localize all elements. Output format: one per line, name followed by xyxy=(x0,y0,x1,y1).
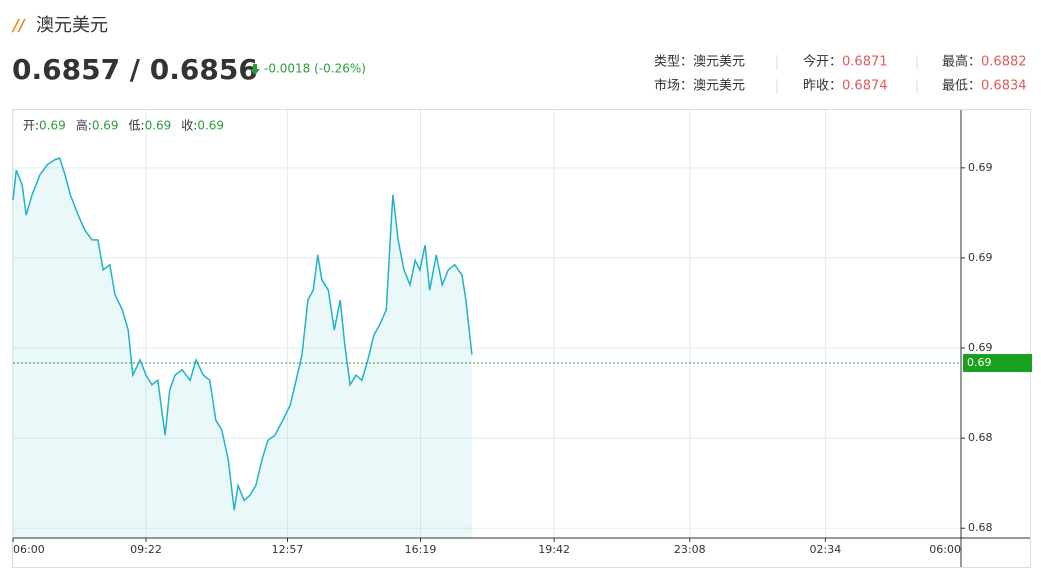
info-label: 最高： xyxy=(942,54,981,70)
ohlc-label: 低: xyxy=(129,119,145,133)
ohlc-value: 0.69 xyxy=(145,119,172,133)
info-label: 最低： xyxy=(942,79,981,94)
x-tick-label: 06:00 xyxy=(13,543,45,556)
info-value: 0.6834 xyxy=(981,79,1027,94)
info-label: 类型： xyxy=(654,55,693,70)
info-text: 澳元美元 xyxy=(693,78,745,94)
y-tick-label: 0.69 xyxy=(968,341,993,354)
price-line xyxy=(12,157,473,511)
ohlc-label: 开: xyxy=(23,119,39,133)
x-tick-label: 19:42 xyxy=(538,543,570,556)
y-tick-label: 0.69 xyxy=(968,251,993,264)
x-tick-label: 12:57 xyxy=(272,543,304,556)
ohlc-label: 收: xyxy=(181,119,197,133)
info-label: 今开： xyxy=(803,54,842,70)
y-tick-label: 0.68 xyxy=(968,431,993,444)
ohlc-label: 高: xyxy=(76,118,92,133)
page-title: 澳元美元 xyxy=(36,15,108,36)
x-tick-label: 23:08 xyxy=(674,543,706,556)
info-text: 澳元美元 xyxy=(693,54,745,70)
x-tick-label: 06:00 xyxy=(929,543,961,556)
logo-icon: // xyxy=(11,16,26,35)
y-tick-label: 0.68 xyxy=(968,521,993,534)
ohlc-value: 0.69 xyxy=(197,119,224,133)
info-label: 昨收： xyxy=(803,79,842,94)
info-value: 0.6882 xyxy=(981,55,1027,70)
x-tick-label: 09:22 xyxy=(130,543,162,556)
price: 0.6857 / 0.6856 xyxy=(12,53,258,86)
ohlc-value: 0.69 xyxy=(92,119,119,133)
info-value: 0.6871 xyxy=(842,55,888,70)
down-arrow xyxy=(250,64,260,75)
info-label: 市场： xyxy=(654,78,693,94)
current-price-label: 0.69 xyxy=(967,356,992,369)
info-value: 0.6874 xyxy=(842,79,888,94)
area-fill xyxy=(13,158,472,538)
current-price-box xyxy=(963,354,1032,373)
ohlc-value: 0.69 xyxy=(39,119,66,133)
x-tick-label: 02:34 xyxy=(810,543,842,556)
y-tick-label: 0.69 xyxy=(968,161,993,174)
x-tick-label: 16:19 xyxy=(405,543,437,556)
price-change: -0.0018 (-0.26%) xyxy=(264,62,366,76)
